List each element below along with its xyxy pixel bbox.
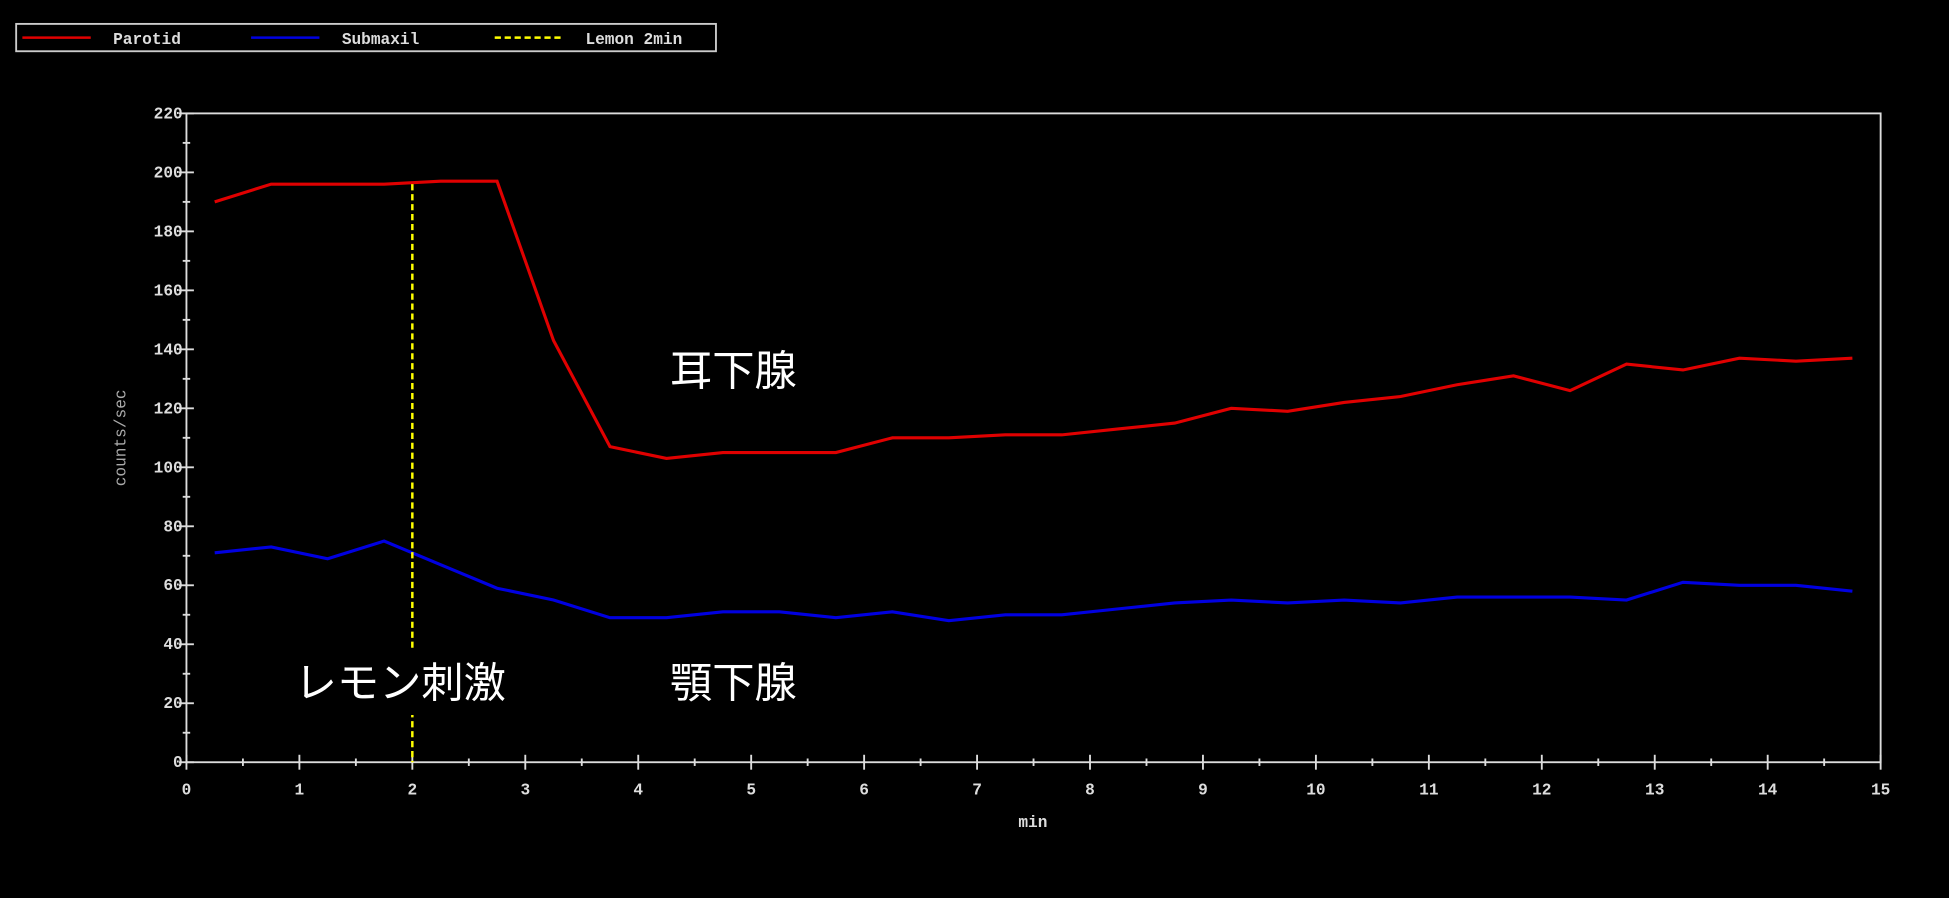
x-tick-label: 5 [746,782,756,800]
annotation-bg [288,650,513,715]
y-tick-label: 120 [154,400,183,418]
y-tick-label: 200 [154,164,183,182]
x-tick-label: 9 [1198,782,1208,800]
x-tick-label: 12 [1532,782,1551,800]
y-tick-label: 80 [163,518,182,536]
x-tick-label: 8 [1085,782,1095,800]
x-tick-label: 13 [1645,782,1664,800]
x-tick-label: 15 [1871,782,1890,800]
x-tick-label: 4 [633,782,643,800]
x-tick-label: 3 [520,782,530,800]
x-tick-label: 11 [1419,782,1438,800]
annotation: 耳下腺 [670,347,797,396]
x-axis-label: min [1018,814,1047,832]
x-tick-label: 0 [182,782,192,800]
y-tick-label: 60 [163,577,182,595]
series-line [214,539,1853,623]
y-tick-label: 0 [173,754,183,772]
legend-label: Lemon 2min [585,31,682,49]
legend-label: Submaxil [342,31,420,49]
y-tick-label: 180 [154,223,183,241]
y-tick-label: 160 [154,282,183,300]
y-axis-label: counts/sec [113,389,131,486]
series-line [214,179,1853,461]
x-tick-label: 14 [1758,782,1778,800]
y-tick-label: 220 [154,105,183,123]
y-tick-label: 20 [163,695,182,713]
legend-box [15,22,717,53]
x-tick-label: 10 [1306,782,1325,800]
legend-label: Parotid [113,31,181,49]
y-tick-label: 100 [154,459,183,477]
x-tick-label: 1 [295,782,305,800]
y-tick-label: 40 [163,636,182,654]
annotation: 顎下腺 [670,659,797,708]
y-tick-label: 140 [154,341,183,359]
x-tick-label: 6 [859,782,869,800]
x-tick-label: 2 [407,782,417,800]
x-tick-label: 7 [972,782,982,800]
annotation: レモン刺激 [295,659,506,708]
